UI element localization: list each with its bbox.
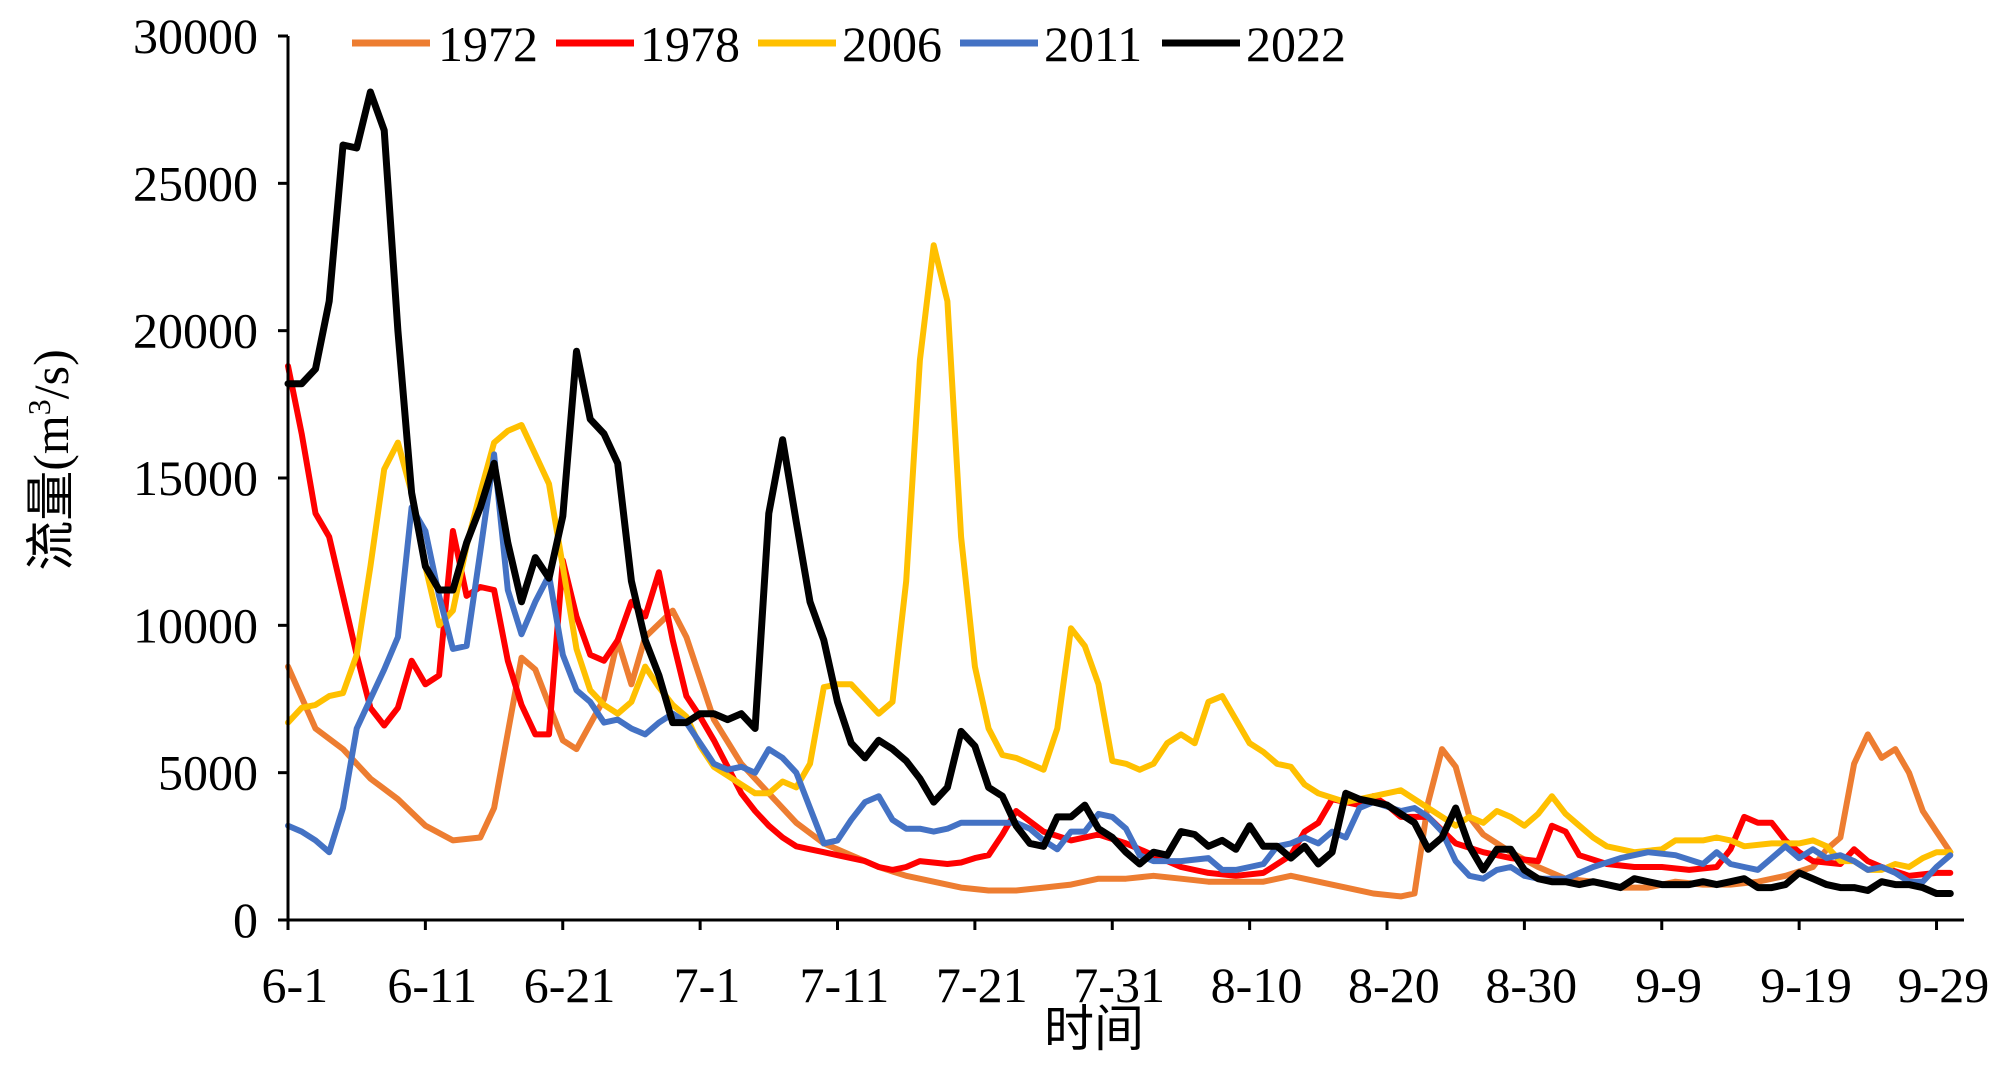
- y-axis-title: 流量(m3/s): [21, 349, 79, 571]
- series-line-1978: [285, 363, 1954, 879]
- legend-label: 2011: [1044, 16, 1142, 72]
- x-tick-label: 7-21: [936, 957, 1028, 1013]
- x-axis-title: 时间: [1044, 1001, 1144, 1057]
- y-tick-label: 15000: [133, 450, 258, 506]
- y-tick-label: 30000: [133, 8, 258, 64]
- y-tick-label: 0: [233, 892, 258, 948]
- series-line-2011: [285, 451, 1954, 885]
- y-tick-label: 25000: [133, 155, 258, 211]
- x-ticks: 6-1 6-11 6-21 7-1 7-11 7-21 7-31 8-10 8-20 8-30 9-…: [262, 920, 1990, 1013]
- y-axis-title-tail: /s): [23, 349, 79, 399]
- legend-item-1972: 1972: [352, 16, 538, 72]
- x-tick-label: 8-30: [1485, 957, 1577, 1013]
- legend-item-2011: 2011: [960, 16, 1142, 72]
- y-axis-title-sup: 3: [21, 399, 57, 415]
- legend-label: 1972: [438, 16, 538, 72]
- x-tick-label: 7-31: [1073, 957, 1165, 1013]
- series-lines: [284, 88, 1954, 900]
- x-tick-label: 6-21: [524, 957, 616, 1013]
- x-tick-label: 6-11: [387, 957, 477, 1013]
- legend-label: 2022: [1246, 16, 1346, 72]
- legend-item-2006: 2006: [758, 16, 942, 72]
- x-tick-label: 8-20: [1348, 957, 1440, 1013]
- x-tick-label: 9-29: [1898, 957, 1990, 1013]
- y-axis-title-main: 流量(m: [23, 415, 79, 571]
- y-tick-label: 5000: [158, 745, 258, 801]
- x-tick-label: 8-10: [1211, 957, 1303, 1013]
- x-tick-label: 9-9: [1635, 957, 1702, 1013]
- x-tick-label: 9-19: [1760, 957, 1852, 1013]
- series-line-1972: [285, 607, 1954, 900]
- x-tick-label: 7-1: [674, 957, 741, 1013]
- legend-item-2022: 2022: [1162, 16, 1346, 72]
- x-tick-label: 6-1: [262, 957, 329, 1013]
- y-tick-label: 20000: [133, 303, 258, 359]
- y-ticks: 0 5000 10000 15000 20000 25000 30000: [133, 8, 288, 948]
- y-tick-label: 10000: [133, 597, 258, 653]
- series-line-2022: [284, 88, 1954, 897]
- legend-label: 1978: [640, 16, 740, 72]
- x-tick-label: 7-11: [799, 957, 889, 1013]
- legend: 1972 1978 2006 2011 2022: [352, 16, 1346, 72]
- legend-label: 2006: [842, 16, 942, 72]
- legend-item-1978: 1978: [556, 16, 740, 72]
